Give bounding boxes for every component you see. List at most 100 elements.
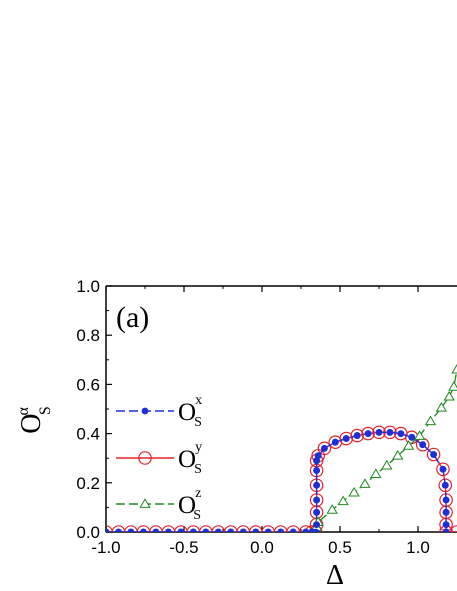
x-axis-label: Δ — [326, 560, 344, 591]
svg-text:OαS: Oα S — [15, 406, 54, 434]
data-point — [313, 521, 320, 529]
legend-item: Oz S — [116, 486, 201, 523]
data-point — [165, 528, 172, 532]
data-point — [321, 444, 328, 452]
y-tick-label: 0.6 — [76, 375, 100, 394]
data-point — [177, 528, 185, 532]
y-tick-label: 0.0 — [76, 523, 100, 542]
data-point — [312, 528, 320, 532]
series-line — [106, 431, 457, 532]
tick-labels: -1.0 -0.5 0.0 0.5 1.0 0.0 0.2 0.4 0.6 0.8 1.0 — [76, 277, 429, 557]
series-layer — [106, 363, 457, 532]
data-point — [337, 495, 349, 506]
data-point — [348, 486, 360, 497]
data-point — [350, 428, 364, 443]
y-label-sup: α — [15, 407, 32, 416]
data-point — [375, 428, 383, 436]
series-line — [312, 369, 457, 532]
data-point — [364, 430, 372, 437]
data-point — [435, 401, 448, 412]
data-point — [439, 465, 447, 473]
data-point — [141, 407, 149, 415]
series-line — [106, 431, 447, 532]
data-point — [139, 498, 151, 508]
data-point — [302, 528, 310, 532]
y-axis-label: Oα S — [15, 406, 54, 434]
y-label-base: O — [16, 414, 47, 434]
data-point — [386, 428, 394, 436]
data-point — [252, 528, 260, 532]
y-tick-label: 1.0 — [76, 277, 100, 296]
legend-label: Oy S — [178, 440, 202, 477]
data-point — [313, 481, 320, 489]
data-point — [140, 528, 147, 532]
data-point — [127, 528, 135, 532]
series-O_S^x — [106, 428, 450, 532]
y-label-sub: S — [37, 406, 54, 415]
data-point — [317, 441, 332, 456]
data-point — [419, 441, 427, 449]
data-point — [326, 504, 338, 514]
data-point — [277, 528, 285, 532]
data-point — [152, 528, 160, 532]
data-point — [436, 462, 450, 477]
data-point — [443, 390, 455, 401]
panel-label: (a) — [116, 301, 149, 334]
data-point — [264, 528, 272, 532]
x-tick-label: 1.0 — [406, 538, 430, 557]
data-point — [313, 496, 320, 504]
legend: Ox S Oy S Oz S — [116, 393, 202, 523]
data-point — [202, 528, 210, 532]
data-point — [239, 528, 247, 532]
legend-item: Oy S — [116, 440, 202, 477]
data-point — [115, 528, 122, 532]
data-point — [214, 528, 222, 532]
x-tick-label: -0.5 — [169, 538, 198, 557]
data-point — [314, 452, 322, 460]
data-point — [397, 430, 405, 437]
data-point — [331, 438, 339, 446]
legend-label: Ox S — [178, 393, 202, 430]
data-point — [441, 481, 449, 489]
data-point — [361, 426, 375, 441]
data-point — [442, 521, 450, 529]
series-O_S^y — [106, 425, 457, 532]
ticks — [105, 285, 419, 533]
data-point — [413, 430, 426, 440]
y-tick-label: 0.8 — [76, 326, 100, 345]
data-point — [448, 381, 457, 391]
data-point — [408, 433, 416, 441]
data-point — [442, 528, 450, 532]
x-tick-label: 0.0 — [250, 538, 274, 557]
legend-item: Ox S — [116, 393, 202, 430]
data-point — [426, 447, 441, 462]
data-point — [138, 451, 152, 465]
x-tick-label: 0.5 — [328, 538, 352, 557]
data-point — [339, 431, 354, 446]
legend-label: Oz S — [178, 486, 201, 523]
data-point — [430, 451, 437, 458]
data-point — [402, 440, 415, 450]
data-point — [227, 528, 235, 532]
data-point — [353, 432, 361, 439]
series-x-points-top — [106, 428, 450, 532]
data-point — [424, 415, 437, 426]
data-point — [442, 496, 450, 504]
y-tick-label: 0.2 — [76, 474, 100, 493]
y-tick-label: 0.4 — [76, 425, 100, 444]
data-point — [342, 435, 350, 442]
data-point — [359, 478, 371, 488]
data-point — [313, 508, 320, 516]
data-point — [106, 528, 110, 532]
data-point — [289, 528, 297, 532]
data-point — [392, 449, 404, 460]
data-point — [313, 467, 320, 474]
x-tick-label: -1.0 — [91, 538, 120, 557]
data-point — [442, 508, 450, 516]
data-point — [438, 478, 453, 493]
data-point — [370, 468, 382, 479]
data-point — [381, 459, 393, 470]
data-point — [451, 363, 457, 374]
data-point — [189, 528, 197, 532]
